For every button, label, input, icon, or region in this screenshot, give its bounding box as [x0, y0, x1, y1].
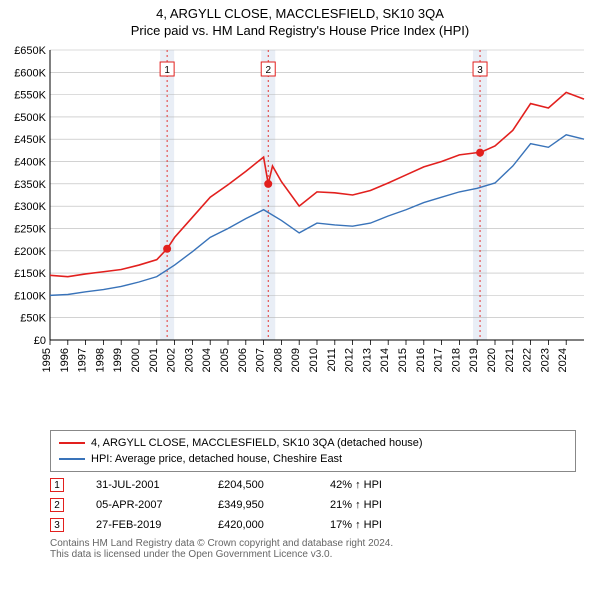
svg-text:1998: 1998 — [94, 348, 106, 372]
legend-row-property: 4, ARGYLL CLOSE, MACCLESFIELD, SK10 3QA … — [59, 435, 567, 451]
svg-text:£0: £0 — [34, 335, 46, 347]
svg-text:£100K: £100K — [14, 290, 46, 302]
svg-text:2020: 2020 — [486, 348, 498, 372]
svg-text:3: 3 — [477, 65, 483, 76]
svg-text:£600K: £600K — [14, 67, 46, 79]
svg-text:2009: 2009 — [290, 348, 302, 372]
svg-text:2003: 2003 — [183, 348, 195, 372]
svg-text:1997: 1997 — [77, 348, 89, 372]
svg-text:2015: 2015 — [397, 348, 409, 372]
footer: Contains HM Land Registry data © Crown c… — [50, 538, 576, 560]
chart-title: 4, ARGYLL CLOSE, MACCLESFIELD, SK10 3QA — [6, 6, 594, 21]
svg-text:2000: 2000 — [130, 348, 142, 372]
svg-text:2021: 2021 — [504, 348, 516, 372]
svg-text:2: 2 — [265, 65, 271, 76]
legend-row-hpi: HPI: Average price, detached house, Ches… — [59, 451, 567, 467]
svg-text:2013: 2013 — [361, 348, 373, 372]
transaction-marker: 2 — [50, 498, 64, 512]
footer-line1: Contains HM Land Registry data © Crown c… — [50, 538, 576, 549]
svg-text:2004: 2004 — [201, 348, 213, 372]
svg-text:2005: 2005 — [219, 348, 231, 372]
transactions-table: 1 31-JUL-2001 £204,500 42% ↑ HPI 2 05-APR-200… — [50, 478, 576, 532]
svg-text:2007: 2007 — [255, 348, 267, 372]
transaction-pct: 42% ↑ HPI — [330, 479, 382, 491]
svg-text:2001: 2001 — [148, 348, 160, 372]
svg-text:2006: 2006 — [237, 348, 249, 372]
transaction-row: 1 31-JUL-2001 £204,500 42% ↑ HPI — [50, 478, 576, 492]
transaction-date: 27-FEB-2019 — [96, 519, 186, 531]
svg-text:£300K: £300K — [14, 201, 46, 213]
chart-area: £0 £50K £100K £150K £200K £250K £300K £350K £400… — [6, 44, 594, 424]
svg-text:1996: 1996 — [59, 348, 71, 372]
line-chart-svg: £0 £50K £100K £150K £200K £250K £300K £350K £400… — [6, 44, 594, 424]
svg-text:1999: 1999 — [112, 348, 124, 372]
transaction-marker: 3 — [50, 518, 64, 532]
svg-text:2017: 2017 — [433, 348, 445, 372]
svg-text:2014: 2014 — [379, 348, 391, 372]
transaction-row: 3 27-FEB-2019 £420,000 17% ↑ HPI — [50, 518, 576, 532]
transaction-row: 2 05-APR-2007 £349,950 21% ↑ HPI — [50, 498, 576, 512]
svg-text:2023: 2023 — [539, 348, 551, 372]
svg-text:2002: 2002 — [166, 348, 178, 372]
svg-text:£550K: £550K — [14, 90, 46, 102]
transaction-price: £420,000 — [218, 519, 298, 531]
transaction-price: £349,950 — [218, 499, 298, 511]
transaction-price: £204,500 — [218, 479, 298, 491]
svg-text:2010: 2010 — [308, 348, 320, 372]
svg-text:1995: 1995 — [41, 348, 53, 372]
legend-swatch-property — [59, 442, 85, 444]
legend-swatch-hpi — [59, 458, 85, 460]
transaction-date: 31-JUL-2001 — [96, 479, 186, 491]
chart-subtitle: Price paid vs. HM Land Registry's House … — [6, 23, 594, 38]
transaction-pct: 17% ↑ HPI — [330, 519, 382, 531]
svg-text:2016: 2016 — [415, 348, 427, 372]
svg-text:2024: 2024 — [557, 348, 569, 372]
svg-text:2012: 2012 — [344, 348, 356, 372]
legend-label-hpi: HPI: Average price, detached house, Ches… — [91, 451, 342, 467]
footer-line2: This data is licensed under the Open Gov… — [50, 549, 576, 560]
svg-text:£200K: £200K — [14, 246, 46, 258]
transaction-marker: 1 — [50, 478, 64, 492]
svg-text:2011: 2011 — [326, 348, 338, 372]
legend: 4, ARGYLL CLOSE, MACCLESFIELD, SK10 3QA … — [50, 430, 576, 472]
svg-text:£400K: £400K — [14, 157, 46, 169]
svg-text:£250K: £250K — [14, 223, 46, 235]
svg-text:£150K: £150K — [14, 268, 46, 280]
transaction-date: 05-APR-2007 — [96, 499, 186, 511]
svg-text:£650K: £650K — [14, 45, 46, 57]
svg-text:2019: 2019 — [468, 348, 480, 372]
svg-text:£450K: £450K — [14, 134, 46, 146]
svg-text:2018: 2018 — [450, 348, 462, 372]
svg-text:1: 1 — [164, 65, 170, 76]
svg-text:£350K: £350K — [14, 179, 46, 191]
transaction-pct: 21% ↑ HPI — [330, 499, 382, 511]
svg-text:£500K: £500K — [14, 112, 46, 124]
legend-label-property: 4, ARGYLL CLOSE, MACCLESFIELD, SK10 3QA … — [91, 435, 423, 451]
svg-text:2022: 2022 — [522, 348, 534, 372]
svg-text:2008: 2008 — [272, 348, 284, 372]
svg-text:£50K: £50K — [20, 313, 46, 325]
